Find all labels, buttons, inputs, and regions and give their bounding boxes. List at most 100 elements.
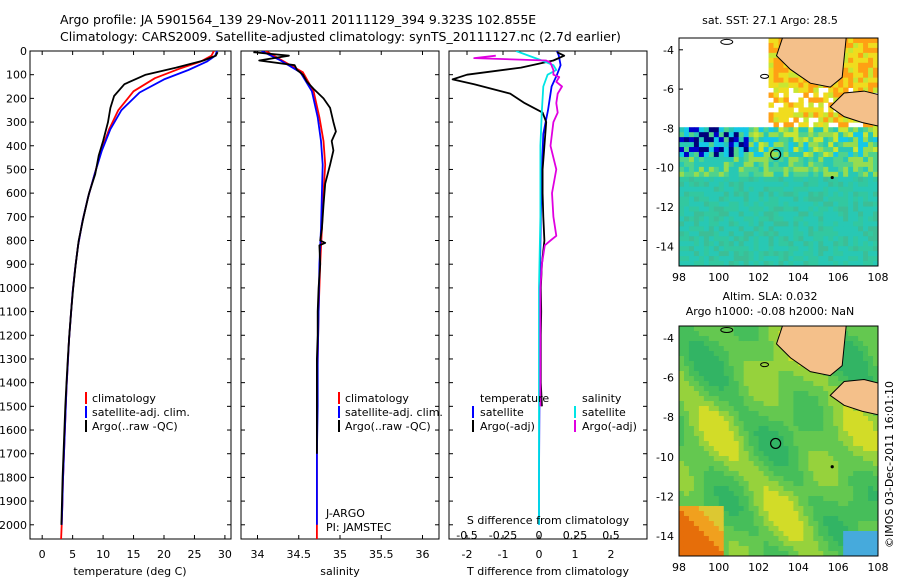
sst-cell [768,117,774,123]
sla-cell [693,491,700,497]
sla-cell [723,491,730,497]
sst-cell [778,127,784,133]
sla-cell [703,401,710,407]
sst-cell [748,196,755,202]
sst-cell [718,142,725,148]
sst-cell [768,251,774,257]
sst-cell [793,171,799,178]
sla-cell [813,501,819,507]
sla-cell [728,336,735,342]
sla-cell [679,476,685,482]
sla-cell [703,361,710,367]
sst-cell [833,176,839,183]
sla-cell [818,521,824,527]
sst-cell [753,132,760,138]
sst-cell [843,166,849,173]
sla-cell [698,526,705,532]
sst-cell [843,47,849,54]
sst-cell [713,147,720,153]
sla-cell [688,346,695,352]
sst-cell [723,206,730,212]
sla-cell [679,356,685,362]
sla-cell [753,431,760,437]
sla-cell [818,381,824,387]
sst-cell [823,231,829,237]
sla-cell [713,551,720,556]
sla-cell [738,506,745,512]
sst-cell [783,87,789,93]
sst-cell [723,196,730,202]
sla-cell [863,416,869,422]
sla-cell [713,411,720,417]
sst-cell [783,171,789,178]
sla-cell [848,351,854,357]
sst-cell [833,166,839,173]
sla-cell [743,436,750,442]
sst-cell [703,256,710,262]
sst-cell [823,221,829,227]
sst-cell [679,216,685,222]
sst-cell [798,77,804,84]
sla-cell [818,441,824,447]
sst-cell [693,236,700,242]
sst-cell [708,132,715,138]
sst-cell [858,221,864,227]
sst-cell [763,176,769,183]
temperature-series-layer [60,51,219,539]
sst-cell [863,211,869,217]
sla-cell [728,466,735,472]
sst-cell [858,251,864,257]
sst-cell [743,166,750,173]
sst-cell [718,147,725,153]
sla-cell [863,531,869,537]
sst-cell [738,251,745,257]
sla-cell [773,406,779,412]
sla-cell [723,526,730,532]
sst-cell [828,156,834,163]
sst-cell [793,137,799,143]
sla-cell [763,506,769,512]
sst-cell [858,196,864,202]
sla-cell [743,461,750,467]
sla-cell [679,496,685,502]
sla-cell [703,506,710,512]
sla-cell [783,431,789,437]
sst-cell [733,127,740,133]
sla-cell [808,381,814,387]
sst-cell [853,67,859,74]
sla-cell [858,431,864,437]
sst-cell [843,201,849,207]
sla-cell [803,441,809,447]
sla-cell [853,411,859,417]
sst-cell [873,236,878,242]
sst-cell [803,201,809,207]
sla-cell [708,351,715,357]
sla-cell [833,496,839,502]
sst-cell [679,176,685,183]
sst-cell [863,201,869,207]
sla-cell [723,501,730,507]
sla-cell [713,376,720,382]
sst-cell [693,226,700,232]
sst-cell [738,171,745,178]
sst-cell [803,161,809,168]
sst-cell [853,152,859,158]
sst-cell [758,166,764,173]
sla-cell [688,446,695,452]
sst-cell [843,132,849,138]
sst-cell [748,137,755,143]
sla-cell [773,466,779,472]
sla-cell [763,541,769,547]
sla-cell [758,421,764,427]
sst-cell [818,241,824,247]
sst-cell [738,147,745,153]
sla-cell [723,486,730,492]
sla-cell [788,461,794,467]
sst-cell [873,226,878,232]
sla-cell [713,521,720,527]
sla-cell [718,461,725,467]
sst-cell [853,191,859,198]
sla-cell [798,491,804,497]
sla-cell [798,501,804,507]
sla-cell [703,336,710,342]
